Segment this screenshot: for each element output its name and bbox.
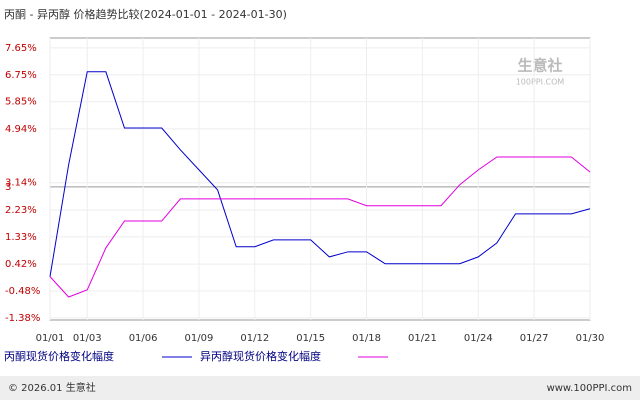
y-tick-label: 5.85% bbox=[5, 97, 37, 108]
x-tick-label: 01/21 bbox=[408, 333, 437, 344]
x-tick-label: 01/06 bbox=[129, 333, 158, 344]
chart-title: 丙酮 - 异丙醇 价格趋势比较(2024-01-01 - 2024-01-30) bbox=[4, 7, 287, 21]
y-tick-label: 4.94% bbox=[5, 124, 37, 135]
y-tick-label: 2.23% bbox=[5, 205, 37, 216]
x-tick-label: 01/01 bbox=[36, 333, 65, 344]
x-tick-label: 01/27 bbox=[520, 333, 549, 344]
footer-right: www.100PPI.com bbox=[547, 383, 632, 394]
legend-label: 异丙醇现货价格变化幅度 bbox=[200, 349, 321, 363]
x-tick-label: 01/03 bbox=[73, 333, 102, 344]
series-line bbox=[49, 156, 591, 298]
y-tick-label: -0.48% bbox=[5, 286, 40, 297]
y-tick-label: 3 bbox=[5, 182, 11, 193]
x-tick-label: 01/18 bbox=[352, 333, 381, 344]
y-tick-label: 0.42% bbox=[5, 259, 37, 270]
x-tick-label: 01/12 bbox=[240, 333, 269, 344]
legend-label: 丙酮现货价格变化幅度 bbox=[4, 349, 114, 363]
y-tick-label: 7.65% bbox=[5, 43, 37, 54]
y-tick-label: 3.14% bbox=[5, 178, 37, 189]
x-tick-label: 01/30 bbox=[576, 333, 605, 344]
x-tick-label: 01/24 bbox=[464, 333, 493, 344]
footer-bar bbox=[0, 376, 640, 400]
y-tick-label: -1.38% bbox=[5, 313, 40, 324]
x-tick-label: 01/09 bbox=[185, 333, 214, 344]
series-line bbox=[49, 71, 591, 277]
watermark-site: 100PPI.COM bbox=[516, 78, 565, 87]
watermark-name: 生意社 bbox=[517, 57, 562, 75]
footer-left: © 2026.01 生意社 bbox=[8, 381, 96, 394]
x-tick-label: 01/15 bbox=[296, 333, 325, 344]
y-tick-label: 1.33% bbox=[5, 232, 37, 243]
y-tick-label: 6.75% bbox=[5, 70, 37, 81]
